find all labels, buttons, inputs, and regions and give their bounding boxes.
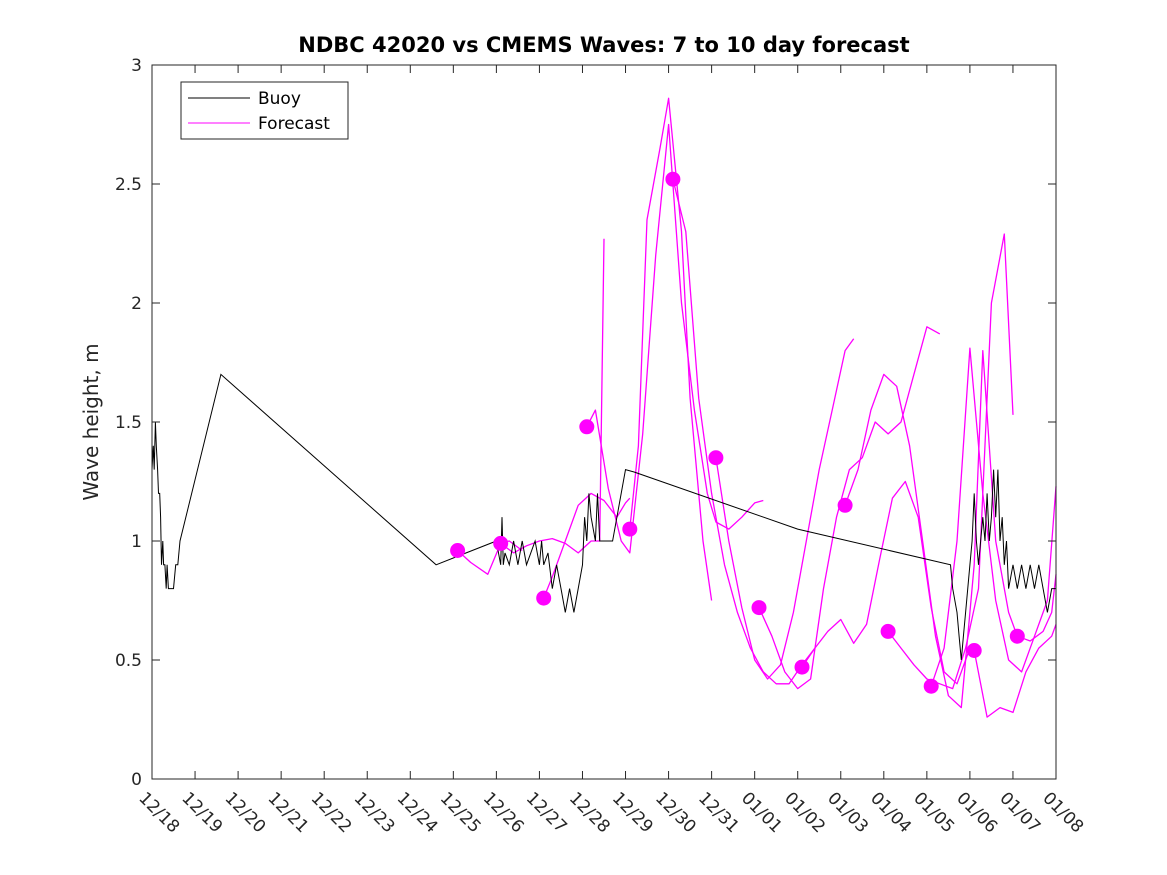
x-tick-label: 12/19 (178, 788, 227, 837)
y-tick-label: 0 (131, 770, 142, 790)
x-tick-label: 01/05 (909, 788, 958, 837)
y-tick-label: 3 (131, 56, 142, 76)
x-tick-label: 01/01 (737, 788, 786, 837)
x-tick-label: 12/30 (651, 788, 700, 837)
y-tick-label: 1.5 (115, 413, 142, 433)
x-tick-label: 12/29 (608, 788, 657, 837)
forecast-line-4 (586, 123, 764, 554)
marker-layer (450, 171, 1025, 694)
forecast-marker (966, 643, 982, 658)
forecast-line-10 (844, 349, 1018, 709)
legend-buoy-label: Buoy (258, 89, 301, 109)
forecast-marker (493, 535, 509, 551)
forecast-line-1 (457, 540, 523, 575)
x-tick-label: 01/07 (995, 788, 1044, 837)
x-tick-label: 12/28 (565, 788, 614, 837)
forecast-line-14 (1017, 574, 1057, 642)
legend: Buoy Forecast (180, 81, 349, 140)
x-tick-label: 12/20 (221, 788, 270, 837)
x-tick-label: 12/24 (393, 788, 442, 837)
x-tick-label: 01/08 (1038, 788, 1087, 837)
x-tick-label: 12/25 (436, 788, 485, 837)
y-tick-label: 0.5 (115, 651, 142, 671)
forecast-marker (708, 450, 724, 466)
forecast-line-5 (629, 97, 713, 601)
x-tick-label: 12/27 (522, 788, 571, 837)
y-tick-label: 2 (131, 294, 142, 314)
forecast-marker (837, 497, 853, 513)
x-tick-label: 12/22 (307, 788, 356, 837)
forecast-marker (880, 623, 896, 639)
x-tick-label: 12/21 (264, 788, 313, 837)
x-tick-label: 01/02 (780, 788, 829, 837)
legend-forecast-label: Forecast (258, 114, 330, 134)
forecast-marker (923, 678, 939, 694)
x-tick-label: 12/26 (479, 788, 528, 837)
forecast-line-12 (930, 347, 1057, 687)
forecast-line-11 (887, 233, 1014, 690)
series-layer (151, 97, 1057, 718)
x-tick-label: 12/23 (350, 788, 399, 837)
buoy-line (151, 373, 1056, 661)
plot-area (152, 65, 1056, 779)
x-tick-label: 01/03 (823, 788, 872, 837)
legend-box (180, 81, 349, 140)
forecast-marker (579, 419, 595, 435)
forecast-marker (1009, 628, 1025, 644)
forecast-marker (536, 590, 552, 606)
forecast-marker (794, 659, 810, 675)
forecast-line-8 (758, 326, 941, 690)
forecast-line-7 (715, 338, 855, 680)
forecast-marker (665, 171, 681, 187)
y-axis-label: Wave height, m (79, 343, 103, 500)
x-tick-label: 12/31 (694, 788, 743, 837)
forecast-line-9 (801, 480, 971, 685)
y-tick-label: 1 (131, 532, 142, 552)
x-tick-label: 01/06 (952, 788, 1001, 837)
forecast-marker (622, 521, 638, 537)
forecast-marker (751, 600, 767, 616)
forecast-line-13 (973, 624, 1057, 718)
forecast-marker (450, 543, 466, 558)
chart-title: NDBC 42020 vs CMEMS Waves: 7 to 10 day f… (298, 33, 909, 57)
y-tick-label: 2.5 (115, 175, 142, 195)
x-tick-label: 12/18 (134, 788, 183, 837)
x-tick-label: 01/04 (866, 788, 915, 837)
